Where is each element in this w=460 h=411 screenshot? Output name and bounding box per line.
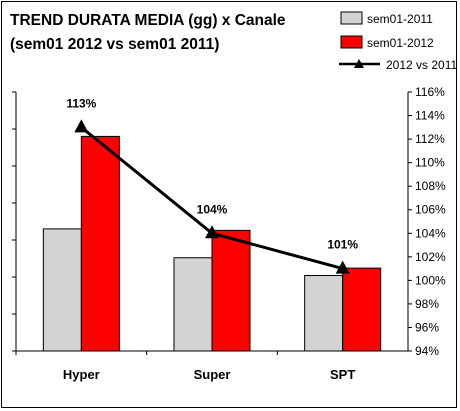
- right-tick-label: 108%: [415, 179, 446, 193]
- legend-label-2012: sem01-2012: [367, 36, 434, 50]
- right-tick-label: 96%: [415, 320, 439, 334]
- ratio-point-marker: [205, 225, 219, 239]
- chart-title: TREND DURATA MEDIA (gg) x Canale: [10, 12, 286, 29]
- bar-sem01-2012-SPT: [342, 267, 382, 352]
- legend-swatch-2012: [340, 35, 363, 49]
- chart-subtitle: (sem01 2012 vs sem01 2011): [10, 36, 219, 53]
- plot-area: 94% 96% 98% 100% 102% 104% 106% 108% 110% 112% 114…: [12, 85, 446, 382]
- category-label: Hyper: [63, 367, 100, 382]
- ratio-point-marker: [335, 260, 350, 274]
- right-tick-label: 106%: [415, 203, 446, 217]
- category-label: Super: [194, 367, 231, 382]
- ratio-data-label: 104%: [197, 202, 228, 216]
- bar-sem01-2011-SPT: [304, 275, 344, 352]
- legend-swatch-2011: [340, 11, 363, 25]
- legend-label-2011: sem01-2011: [367, 12, 433, 26]
- bar-sem01-2011-Hyper: [42, 228, 82, 352]
- right-tick-label: 100%: [415, 273, 446, 287]
- right-tick-label: 104%: [415, 226, 446, 240]
- legend-label-ratio: 2012 vs 2011: [386, 58, 457, 72]
- legend: sem01-2011 sem01-2012 2012 vs 2011: [339, 11, 457, 72]
- ratio-data-label: 113%: [66, 96, 96, 110]
- right-tick-label: 102%: [415, 250, 446, 264]
- bar-sem01-2012-Hyper: [80, 135, 120, 352]
- right-tick-label: 94%: [415, 344, 439, 358]
- right-tick-label: 112%: [415, 132, 445, 146]
- right-tick-label: 116%: [415, 85, 445, 99]
- right-tick-label: 114%: [415, 109, 445, 123]
- legend-marker-ratio: [354, 59, 364, 68]
- right-tick-label: 110%: [415, 156, 445, 170]
- bar-sem01-2012-Super: [211, 229, 251, 352]
- bar-sem01-2011-Super: [173, 257, 213, 352]
- category-label: SPT: [330, 367, 355, 382]
- ratio-data-label: 101%: [327, 238, 358, 252]
- right-tick-label: 98%: [415, 297, 439, 311]
- ratio-point-marker: [74, 119, 89, 133]
